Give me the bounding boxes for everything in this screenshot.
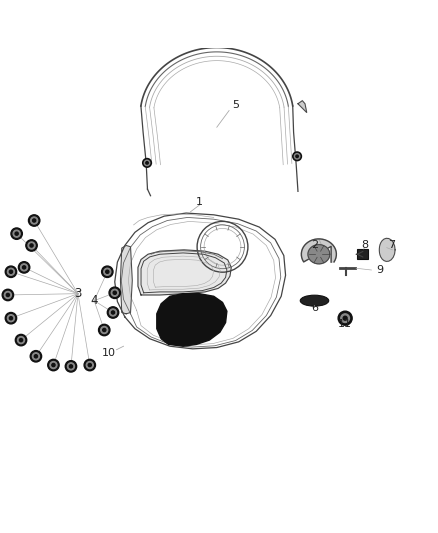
Circle shape	[31, 217, 38, 224]
Circle shape	[7, 268, 14, 275]
Circle shape	[50, 361, 57, 369]
Circle shape	[104, 268, 111, 275]
Polygon shape	[120, 246, 132, 314]
Text: 8: 8	[361, 240, 368, 251]
Polygon shape	[298, 101, 307, 112]
Circle shape	[15, 334, 27, 346]
Circle shape	[2, 289, 14, 301]
Circle shape	[343, 316, 347, 320]
Circle shape	[52, 364, 55, 367]
Circle shape	[4, 292, 11, 298]
Circle shape	[111, 311, 115, 314]
Circle shape	[5, 266, 17, 278]
Text: 3: 3	[74, 287, 81, 300]
Circle shape	[48, 359, 59, 371]
Circle shape	[6, 293, 10, 296]
Circle shape	[143, 158, 152, 167]
Circle shape	[28, 215, 40, 226]
Circle shape	[67, 363, 74, 370]
Circle shape	[102, 266, 113, 278]
Text: 7: 7	[389, 240, 396, 251]
Circle shape	[19, 338, 23, 342]
Circle shape	[107, 307, 119, 318]
Circle shape	[99, 324, 110, 336]
Circle shape	[18, 262, 30, 273]
Polygon shape	[379, 238, 395, 261]
Text: 4: 4	[90, 294, 98, 307]
Circle shape	[294, 154, 300, 159]
Text: 9: 9	[376, 265, 383, 275]
Circle shape	[146, 161, 148, 164]
Circle shape	[30, 351, 42, 362]
Circle shape	[69, 365, 73, 368]
Circle shape	[9, 317, 13, 320]
Circle shape	[84, 359, 95, 371]
Circle shape	[32, 353, 39, 360]
Text: 5: 5	[232, 100, 239, 110]
Circle shape	[102, 328, 106, 332]
Circle shape	[11, 228, 22, 239]
Circle shape	[5, 312, 17, 324]
Circle shape	[15, 232, 18, 235]
Circle shape	[101, 327, 108, 334]
Circle shape	[88, 364, 92, 367]
Circle shape	[28, 242, 35, 249]
Circle shape	[7, 314, 14, 322]
Circle shape	[296, 155, 298, 158]
Circle shape	[293, 152, 301, 160]
Circle shape	[13, 230, 20, 237]
Circle shape	[9, 270, 13, 273]
Polygon shape	[301, 239, 336, 262]
FancyBboxPatch shape	[357, 249, 368, 260]
Circle shape	[341, 314, 350, 322]
Circle shape	[18, 336, 25, 344]
Text: 1: 1	[196, 197, 203, 207]
Circle shape	[21, 264, 28, 271]
Text: 2: 2	[311, 240, 318, 251]
Text: 6: 6	[311, 303, 318, 313]
Circle shape	[338, 311, 352, 325]
Circle shape	[109, 287, 120, 298]
Circle shape	[106, 270, 109, 273]
Circle shape	[34, 354, 38, 358]
Circle shape	[86, 361, 93, 369]
Ellipse shape	[300, 295, 328, 306]
Circle shape	[145, 160, 150, 166]
Polygon shape	[157, 294, 227, 346]
Polygon shape	[308, 245, 330, 264]
Circle shape	[111, 289, 118, 296]
Circle shape	[113, 291, 117, 294]
Text: 10: 10	[102, 348, 116, 358]
Text: 11: 11	[338, 319, 352, 329]
Circle shape	[32, 219, 36, 222]
Circle shape	[110, 309, 117, 316]
Circle shape	[22, 266, 26, 269]
Circle shape	[30, 244, 33, 247]
Polygon shape	[138, 250, 231, 295]
Circle shape	[26, 240, 37, 251]
Circle shape	[65, 361, 77, 372]
